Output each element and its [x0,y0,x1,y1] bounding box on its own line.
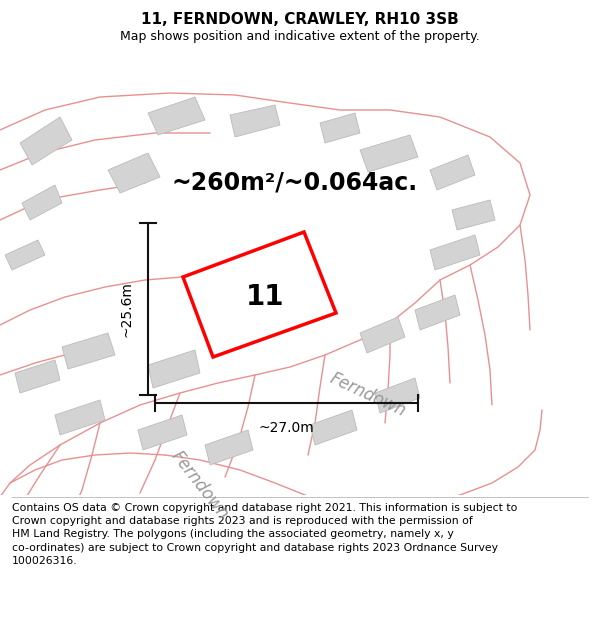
Polygon shape [148,350,200,388]
Text: 11: 11 [246,283,284,311]
Polygon shape [430,155,475,190]
Polygon shape [360,135,418,172]
Polygon shape [230,105,280,137]
Polygon shape [108,153,160,193]
Text: Contains OS data © Crown copyright and database right 2021. This information is : Contains OS data © Crown copyright and d… [12,503,517,566]
Text: Map shows position and indicative extent of the property.: Map shows position and indicative extent… [120,30,480,43]
Polygon shape [415,295,460,330]
Polygon shape [5,240,45,270]
Text: ~25.6m: ~25.6m [120,281,134,337]
Polygon shape [22,185,62,220]
Text: Ferndown: Ferndown [327,369,409,421]
Text: Ferndown: Ferndown [167,447,232,523]
Polygon shape [15,360,60,393]
Text: 11, FERNDOWN, CRAWLEY, RH10 3SB: 11, FERNDOWN, CRAWLEY, RH10 3SB [141,12,459,27]
Polygon shape [360,317,405,353]
Text: ~27.0m: ~27.0m [259,421,314,435]
Polygon shape [138,415,187,450]
Polygon shape [205,430,253,465]
Polygon shape [375,378,420,413]
Polygon shape [430,235,480,270]
Text: ~260m²/~0.064ac.: ~260m²/~0.064ac. [172,171,418,195]
Polygon shape [183,232,336,357]
Polygon shape [20,117,72,165]
Polygon shape [452,200,495,230]
Polygon shape [55,400,105,435]
Polygon shape [148,97,205,135]
Polygon shape [62,333,115,369]
Polygon shape [310,410,357,445]
Polygon shape [320,113,360,143]
